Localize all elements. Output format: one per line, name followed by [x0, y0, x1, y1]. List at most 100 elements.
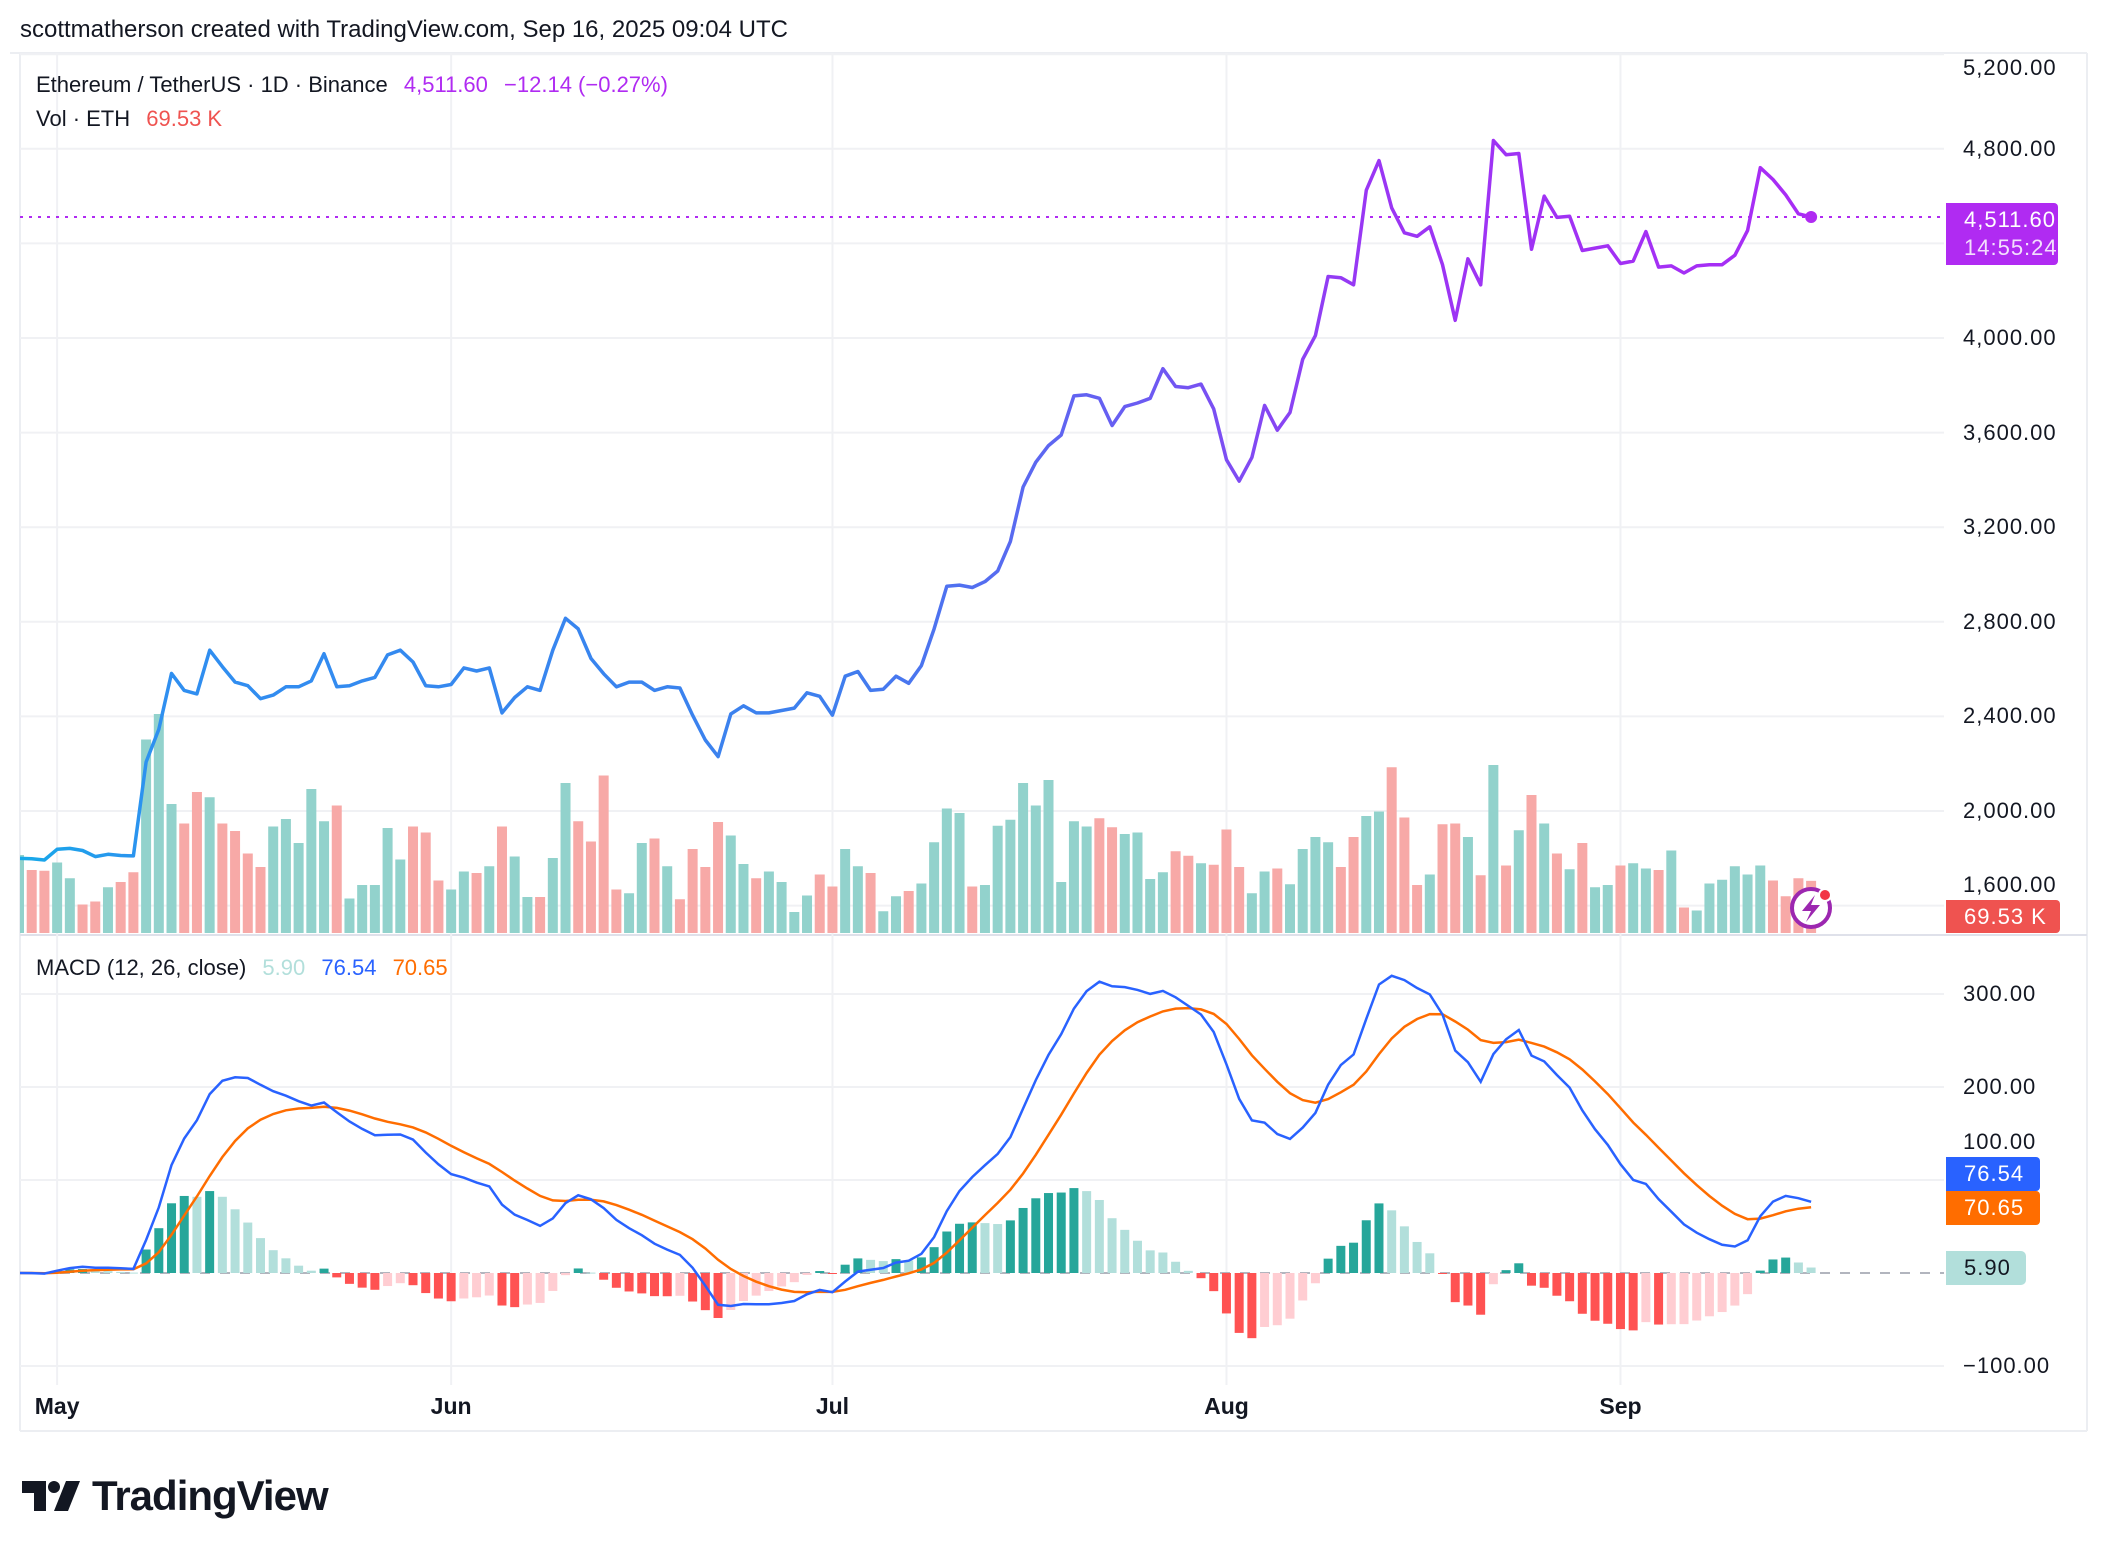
volume-bar	[319, 821, 330, 933]
volume-bar	[1335, 867, 1346, 933]
volume-bar	[636, 843, 647, 933]
volume-bar	[102, 887, 113, 933]
volume-bar	[1412, 885, 1423, 933]
volume-bar	[1208, 864, 1219, 933]
volume-bar	[1081, 826, 1092, 933]
volume-bar	[598, 775, 609, 933]
lightning-icon[interactable]	[1790, 887, 1832, 929]
macd-histogram-bar	[1743, 1273, 1753, 1295]
macd-histogram-bar	[662, 1273, 672, 1297]
volume-bar	[1170, 851, 1181, 933]
macd-histogram-bar	[510, 1273, 520, 1308]
macd-histogram-bar	[1463, 1273, 1473, 1306]
volume-bar	[585, 841, 596, 933]
volume-bar	[1259, 871, 1270, 933]
macd-histogram-bar	[179, 1195, 189, 1273]
macd-histogram-bar	[1018, 1207, 1028, 1273]
macd-histogram-bar	[446, 1273, 456, 1302]
volume-bar	[992, 825, 1003, 933]
volume-bar	[1628, 863, 1639, 933]
macd-histogram-bar	[1450, 1273, 1460, 1303]
volume-bar	[1221, 829, 1232, 933]
volume-bar	[1297, 849, 1308, 933]
volume-bar	[369, 885, 380, 933]
macd-histogram-bar	[370, 1273, 380, 1290]
volume-bar	[1450, 823, 1461, 933]
symbol-title: Ethereum / TetherUS · 1D · Binance	[36, 72, 388, 97]
volume-bar	[1704, 883, 1715, 933]
volume-bar	[687, 849, 698, 933]
volume-bar	[1488, 765, 1499, 933]
volume-bar	[1132, 832, 1143, 933]
macd-histogram-bar	[738, 1273, 748, 1301]
volume-bar	[217, 823, 228, 933]
macd-histogram-bar	[916, 1257, 926, 1273]
volume-bar	[1780, 896, 1791, 933]
volume-title: Vol · ETH	[36, 106, 131, 131]
macd-legend[interactable]: MACD (12, 26, close) 5.90 76.54 70.65	[36, 955, 458, 981]
macd-histogram-bar	[1628, 1273, 1638, 1331]
volume-bar	[967, 886, 978, 933]
macd-histogram-bar	[1412, 1241, 1422, 1273]
volume-bar	[1030, 805, 1041, 933]
macd-histogram-bar	[1120, 1229, 1130, 1273]
macd-histogram-bar	[1603, 1273, 1613, 1324]
macd-histogram-bar	[497, 1273, 507, 1306]
volume-bar	[1590, 887, 1601, 933]
price-axis-label: 5,200.00	[1963, 55, 2057, 80]
volume-bar	[1399, 817, 1410, 933]
grid-lines	[20, 53, 1944, 1385]
volume-tag: 69.53 K	[1946, 900, 2060, 933]
volume-bar	[357, 885, 368, 933]
macd-histogram-bar	[713, 1273, 723, 1319]
macd-histogram-bar	[408, 1273, 418, 1286]
macd-histogram-bar	[1781, 1257, 1791, 1273]
price-tag: 4,511.60 14:55:24	[1946, 203, 2058, 265]
volume-bar	[1348, 837, 1359, 933]
volume-bar	[979, 885, 990, 933]
volume-bar	[1018, 783, 1029, 933]
price-axis[interactable]: 5,200.00 4,800.00 4,000.00 3,600.00 3,200.00…	[1946, 53, 2087, 1383]
macd-histogram-bar	[1806, 1267, 1816, 1273]
price-axis-label: 1,600.00	[1963, 872, 2057, 897]
tradingview-logo-icon	[22, 1481, 80, 1511]
volume-bar	[1539, 823, 1550, 933]
price-tag-value: 4,511.60	[1964, 207, 2057, 232]
macd-histogram-bar	[306, 1270, 316, 1273]
volume-bar	[1145, 879, 1156, 933]
volume-bar	[1373, 811, 1384, 933]
macd-histogram-bar	[344, 1273, 354, 1284]
macd-histogram-bar	[1349, 1242, 1359, 1273]
macd-histogram-bar	[472, 1273, 482, 1298]
macd-histogram-bar	[1272, 1273, 1282, 1326]
volume-bar	[255, 867, 266, 933]
volume-legend[interactable]: Vol · ETH 69.53 K	[36, 106, 232, 132]
price-axis-label: 2,800.00	[1963, 608, 2057, 634]
volume-bar	[1157, 872, 1168, 933]
symbol-legend[interactable]: Ethereum / TetherUS · 1D · Binance 4,511…	[36, 72, 678, 98]
volume-bar	[1285, 884, 1295, 933]
macd-histogram-bar	[1171, 1261, 1181, 1273]
volume-bar	[827, 886, 838, 933]
macd-histogram-bar	[650, 1273, 659, 1297]
volume-bar	[674, 899, 685, 933]
volume-bar	[408, 826, 419, 933]
volume-bar	[204, 797, 215, 933]
macd-histogram-bar	[1158, 1252, 1168, 1273]
volume-bar	[39, 870, 50, 933]
macd-histogram-bar	[522, 1273, 532, 1305]
volume-bar	[471, 873, 482, 933]
time-axis-label: Sep	[1599, 1393, 1642, 1419]
volume-bar	[191, 792, 202, 933]
macd-histogram-bar	[1679, 1273, 1689, 1325]
macd-histogram-bar	[637, 1273, 647, 1294]
tradingview-logo[interactable]: TradingView	[22, 1472, 329, 1520]
volume-bar	[1564, 869, 1575, 933]
volume-bar	[547, 858, 558, 933]
macd-histogram-bar	[548, 1273, 558, 1291]
volume-bar	[814, 874, 825, 933]
volume-bar	[1653, 870, 1664, 933]
macd-histogram-bar	[1577, 1273, 1587, 1314]
volume-value: 69.53 K	[146, 106, 223, 131]
